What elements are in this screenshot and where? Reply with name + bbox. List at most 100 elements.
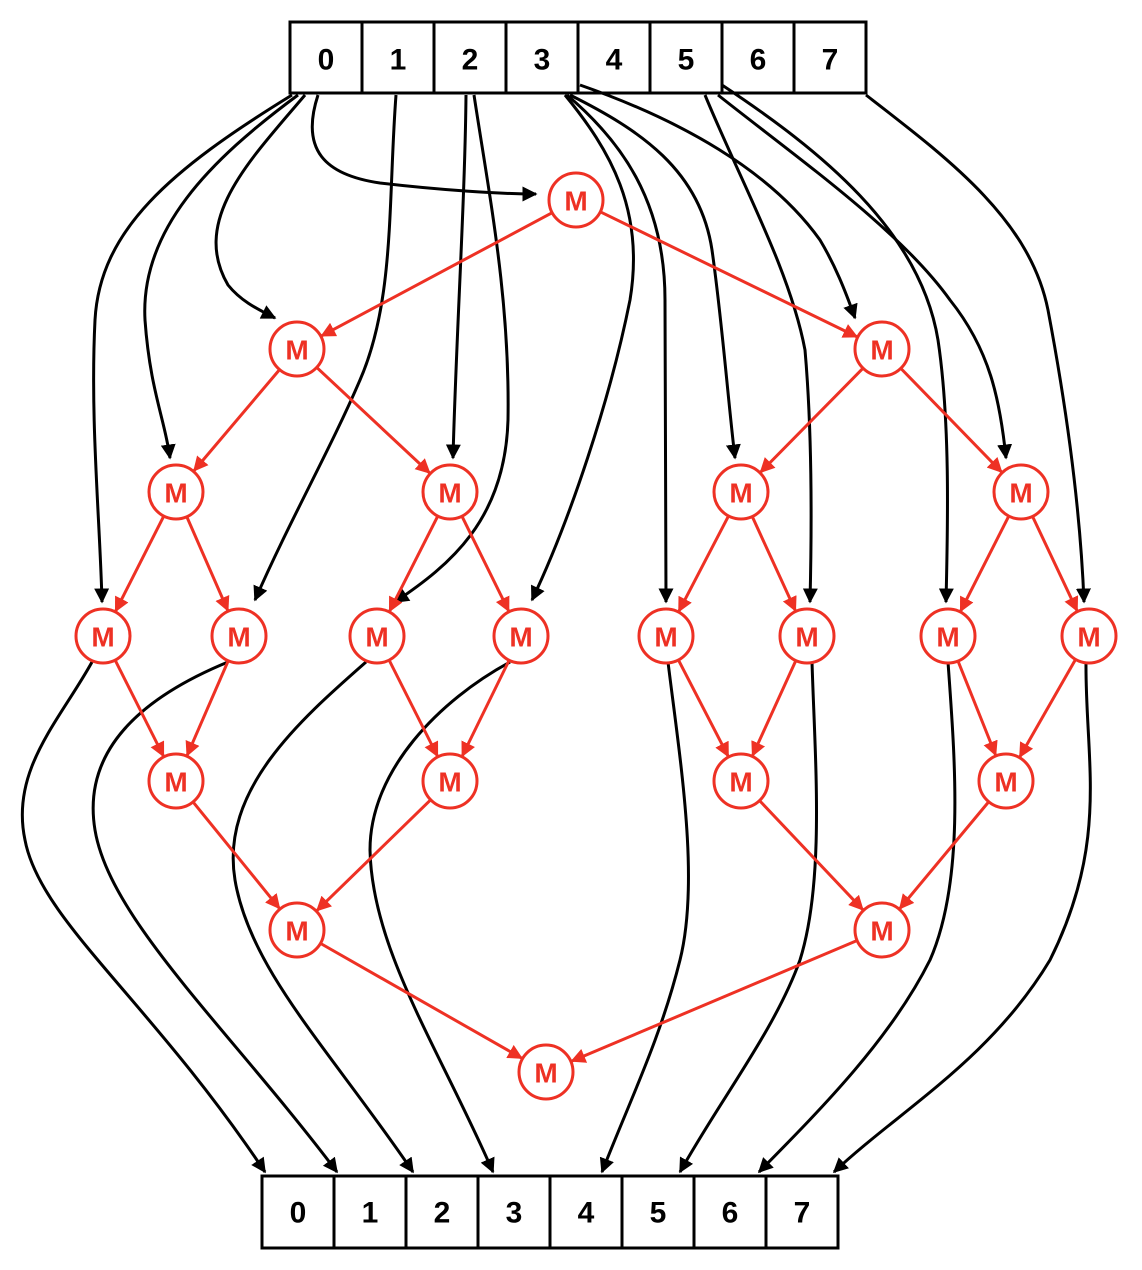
merge-edge-n5-to-n12 [750,515,797,612]
output-cell-box [620,1174,696,1250]
input-edge-5-to-n6 [717,93,1013,460]
output-edge-n8-to-1 [91,660,339,1174]
input-cell-6: 6 [720,20,796,95]
merge-node: M [210,607,268,665]
merge-node-label: M [1077,622,1100,653]
input-cell-label: 1 [390,44,407,77]
merge-node-label: M [91,622,114,653]
merge-node: M [348,607,406,665]
merge-edge-n20-to-n21 [570,939,858,1063]
merge-node-label: M [438,478,461,509]
merge-node: M [268,320,326,378]
merge-node-label: M [438,767,461,798]
merge-node-label: M [285,916,308,947]
merge-node-label: M [509,622,532,653]
output-cell-3: 3 [476,1174,552,1250]
merge-node: M [637,607,695,665]
merge-edge-n5-to-n11 [677,515,730,613]
merge-node-circle [421,463,479,521]
input-cell-box [648,20,724,95]
output-cell-box [260,1174,336,1250]
merge-node-circle [778,607,836,665]
merge-edge-n18-to-n20 [898,800,990,910]
output-edge-n13-to-6 [757,661,957,1174]
merge-edge-n6-to-n13 [959,515,1011,613]
input-edge-0-to-n3 [143,93,299,460]
merge-node-label: M [285,335,308,366]
merge-node-label: M [365,622,388,653]
input-edge-1-to-n8 [253,94,398,602]
input-cell-label: 7 [822,44,839,77]
merge-nodes: M M M M M M M M M M M M M M M M M M M M M M [74,171,1118,1101]
output-cell-label: 2 [434,1197,451,1230]
merge-edge-n2-to-n5 [759,367,865,474]
merge-node-label: M [729,478,752,509]
input-edge-0-to-n0 [310,94,538,202]
output-cell-4: 4 [548,1174,624,1250]
merge-node-label: M [870,335,893,366]
merge-edge-n3-to-n7 [114,515,166,613]
input-edge-0-to-n1 [214,94,307,320]
merge-node-circle [421,752,479,810]
merge-node-circle [712,463,770,521]
merge-node-label: M [164,767,187,798]
merge-node: M [712,752,770,810]
merge-node-label: M [994,767,1017,798]
merge-node-label: M [534,1058,557,1089]
output-edge-n9-to-2 [231,660,415,1174]
merge-node-circle [853,901,911,959]
input-cell-7: 7 [792,20,868,95]
input-cell-box [360,20,436,95]
output-cell-box [476,1174,552,1250]
merge-edge-n16-to-n19 [315,798,432,912]
input-cell-0: 0 [288,20,364,95]
merge-node-circle [74,607,132,665]
output-edge-n14-to-7 [832,661,1092,1174]
merge-edge-n4-to-n9 [388,515,440,613]
output-cell-label: 0 [290,1197,307,1230]
input-cell-box [576,20,652,95]
merge-node-circle [268,901,326,959]
merge-edge-n0-to-n1 [320,211,553,338]
merge-node: M [778,607,836,665]
merge-node: M [547,171,605,229]
merge-node: M [853,901,911,959]
input-cell-box [432,20,508,95]
input-cell-label: 4 [606,44,623,77]
input-cell-label: 6 [750,44,767,77]
output-array: 0 1 2 3 4 5 6 7 [260,1174,840,1250]
merge-node-circle [268,320,326,378]
merge-node-circle [547,171,605,229]
merge-node: M [1060,607,1118,665]
merge-node-label: M [564,186,587,217]
merge-node: M [517,1043,575,1101]
merge-node-circle [147,463,205,521]
input-edge-0-to-n7 [92,93,293,604]
merge-node-label: M [870,916,893,947]
input-edge-5-to-n12 [703,94,818,604]
input-array: 0 1 2 3 4 5 6 7 [288,20,868,95]
input-cell-label: 2 [462,44,479,77]
merge-node: M [147,752,205,810]
merge-edge-n13-to-n18 [956,660,998,757]
merge-node-circle [492,607,550,665]
merge-edge-n2-to-n6 [899,367,1003,473]
input-cell-2: 2 [432,20,508,95]
merge-node: M [268,901,326,959]
merge-edge-n4-to-n10 [460,515,510,613]
merge-edge-n11-to-n17 [677,659,730,758]
output-cell-label: 6 [722,1197,739,1230]
output-edge-n11-to-4 [599,661,690,1174]
input-edge-2-to-n9 [393,94,510,604]
merge-node-circle [1060,607,1118,665]
merge-node: M [919,607,977,665]
merge-node: M [492,607,550,665]
input-edge-3-to-n11 [566,93,674,604]
merge-edge-n19-to-n21 [319,942,523,1060]
input-edge-3-to-n10 [530,94,635,602]
merge-node-label: M [936,622,959,653]
merge-node-label: M [227,622,250,653]
merge-edge-n7-to-n15 [113,659,165,758]
merge-node-circle [210,607,268,665]
